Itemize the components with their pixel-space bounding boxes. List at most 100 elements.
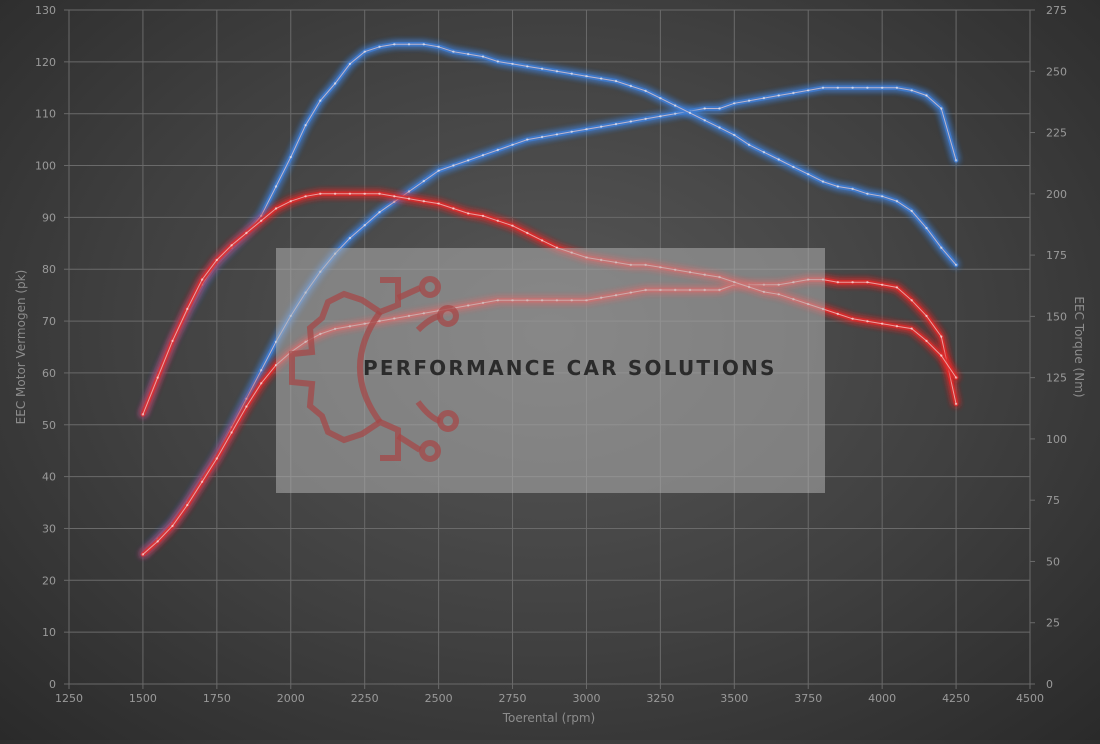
right-tick-label: 25 [1046,617,1060,630]
series-point [866,281,869,284]
series-point [363,224,366,227]
series-point [289,200,292,203]
series-point [333,192,337,195]
x-axis-title: Toerental (rpm) [502,711,595,725]
series-point [910,89,913,92]
series-point [881,195,884,198]
series-point [452,207,455,210]
series-point [925,94,928,97]
series-point [215,258,218,262]
series-point [821,180,825,183]
series-point [407,43,411,46]
series-point [304,195,307,198]
series-point [585,128,588,131]
series-point [467,212,470,215]
series-point [718,107,721,110]
series-point [407,190,411,193]
right-tick-label: 150 [1046,310,1067,323]
watermark: PERFORMANCE CAR SOLUTIONS [276,248,825,493]
series-point [688,111,692,115]
series-point [555,70,559,73]
series-point [821,86,825,90]
series-point [393,200,396,203]
series-point [866,192,869,195]
series-point [348,236,352,240]
series-point [422,200,425,203]
series-point [644,89,647,93]
left-axis-ticks: 0 10 20 30 40 50 60 70 80 90 100 110 120 130 [35,4,69,691]
series-point [910,327,913,330]
series-point [807,173,810,176]
right-tick-label: 75 [1046,494,1060,507]
right-tick-label: 100 [1046,433,1067,446]
series-point [481,55,485,58]
series-point [954,159,958,162]
x-tick-label: 4000 [868,692,896,705]
series-point [260,219,263,222]
x-tick-label: 2000 [277,692,305,705]
series-point [910,209,913,213]
series-point [851,187,854,191]
series-point [171,339,174,343]
series-point [378,192,381,195]
series-point [186,503,189,507]
series-point [215,457,218,460]
left-tick-label: 90 [42,211,56,224]
series-point [954,263,958,267]
series-point [452,164,455,167]
series-point [526,138,529,141]
watermark-panel [276,248,825,493]
series-point [600,125,603,128]
series-point [629,120,632,123]
series-point [171,524,174,528]
series-point [851,86,854,90]
series-point [407,197,411,200]
left-axis-title: EEC Motor Vermogen (pk) [14,270,28,425]
left-tick-label: 100 [35,160,56,173]
right-tick-label: 175 [1046,249,1067,262]
series-point [274,185,278,188]
series-point [496,148,499,152]
series-point [895,286,899,289]
right-tick-label: 0 [1046,678,1053,691]
series-point [807,89,810,92]
left-tick-label: 10 [42,626,56,639]
left-tick-label: 40 [42,471,56,484]
right-tick-label: 125 [1046,372,1067,385]
series-point [186,307,189,311]
series-point [496,60,499,63]
series-point [762,151,766,154]
series-point [718,126,721,129]
series-point [467,159,470,162]
series-point [393,195,396,198]
series-line-core [142,43,957,415]
series-point [895,325,899,328]
series-point [659,115,662,118]
series-point [925,226,928,230]
series-point [333,82,337,85]
series-point [540,135,544,139]
series-point [925,339,928,343]
series-point [703,119,706,122]
series-point [289,155,292,159]
series-point [600,77,603,80]
series-point [481,154,485,157]
series-point [954,376,958,379]
series-point [629,84,632,88]
series-point [674,104,677,107]
series-point [452,50,455,53]
left-tick-label: 110 [35,108,56,121]
x-axis-ticks: 1250 1500 1750 2000 2250 2500 2750 3000 3250 3500… [55,684,1044,705]
series-point [526,231,529,235]
series-point [274,207,278,210]
series-point [511,224,514,227]
series-point [940,354,943,357]
series-point [895,200,899,203]
left-tick-label: 130 [35,4,56,17]
series-point [437,169,440,172]
series-point [659,97,662,100]
right-tick-label: 250 [1046,65,1067,78]
series-point [555,133,559,136]
